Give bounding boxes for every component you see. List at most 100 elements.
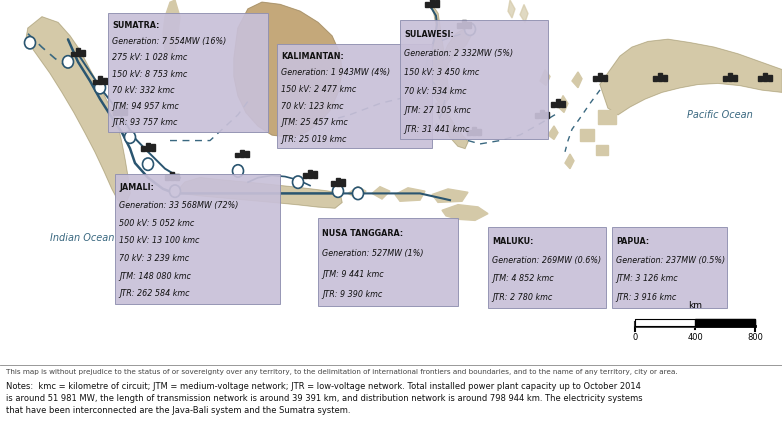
- Bar: [467, 130, 471, 135]
- Bar: [430, 0, 434, 7]
- Bar: [545, 112, 549, 118]
- Text: JTM: 9 441 kmc: JTM: 9 441 kmc: [322, 270, 384, 279]
- Bar: [165, 175, 169, 180]
- Polygon shape: [600, 39, 782, 115]
- Text: JTR: 25 019 kmc: JTR: 25 019 kmc: [281, 135, 346, 144]
- Bar: [467, 22, 471, 28]
- Text: MALUKU:: MALUKU:: [492, 237, 533, 246]
- Polygon shape: [565, 154, 574, 169]
- Bar: [472, 127, 476, 135]
- Text: that have been interconnected are the Java-Bali system and the Sumatra system.: that have been interconnected are the Ja…: [6, 406, 350, 415]
- Text: JTR: 262 584 kmc: JTR: 262 584 kmc: [119, 289, 189, 298]
- Text: JTM: 4 852 kmc: JTM: 4 852 kmc: [492, 274, 554, 283]
- Text: 150 kV: 13 100 kmc: 150 kV: 13 100 kmc: [119, 236, 199, 245]
- Text: 0: 0: [633, 333, 637, 342]
- Bar: [551, 102, 555, 107]
- Bar: [658, 73, 662, 81]
- Bar: [235, 153, 239, 157]
- Polygon shape: [548, 126, 558, 139]
- Circle shape: [142, 158, 153, 170]
- Bar: [423, 86, 427, 92]
- Polygon shape: [425, 4, 472, 103]
- Bar: [76, 48, 80, 56]
- Text: 500 kV: 5 052 kmc: 500 kV: 5 052 kmc: [119, 219, 194, 228]
- Bar: [653, 76, 657, 81]
- Text: 150 kV: 3 450 kmc: 150 kV: 3 450 kmc: [404, 68, 479, 77]
- Bar: [598, 73, 602, 81]
- Polygon shape: [432, 189, 468, 202]
- FancyBboxPatch shape: [612, 227, 727, 308]
- Circle shape: [95, 81, 106, 94]
- Text: JTM: 3 126 kmc: JTM: 3 126 kmc: [616, 274, 678, 283]
- Circle shape: [232, 165, 243, 177]
- Bar: [477, 129, 481, 135]
- Text: 70 kV: 3 239 kmc: 70 kV: 3 239 kmc: [119, 254, 189, 263]
- Bar: [113, 110, 117, 115]
- Polygon shape: [372, 187, 390, 199]
- Circle shape: [292, 176, 303, 188]
- Text: 400: 400: [687, 333, 703, 342]
- Circle shape: [124, 131, 135, 143]
- Bar: [763, 73, 767, 81]
- Text: JTR: 2 780 kmc: JTR: 2 780 kmc: [492, 293, 552, 302]
- Polygon shape: [598, 110, 616, 124]
- Text: JTR: 93 757 kmc: JTR: 93 757 kmc: [112, 118, 178, 127]
- Text: 70 kV: 123 kmc: 70 kV: 123 kmc: [281, 101, 343, 110]
- FancyBboxPatch shape: [277, 44, 432, 148]
- Bar: [561, 101, 565, 107]
- Bar: [535, 114, 539, 118]
- Text: KALIMANTAN:: KALIMANTAN:: [281, 52, 344, 61]
- Text: 70 kV: 332 kmc: 70 kV: 332 kmc: [112, 86, 174, 95]
- Bar: [303, 173, 307, 177]
- Text: Indian Ocean: Indian Ocean: [50, 233, 114, 243]
- Polygon shape: [596, 145, 608, 155]
- Polygon shape: [175, 177, 342, 208]
- Text: SUMATRA:: SUMATRA:: [112, 21, 160, 30]
- Bar: [733, 75, 737, 81]
- Bar: [175, 173, 179, 180]
- Bar: [435, 0, 439, 7]
- Circle shape: [465, 23, 475, 35]
- FancyBboxPatch shape: [108, 13, 268, 131]
- Text: 150 kV: 8 753 kmc: 150 kV: 8 753 kmc: [112, 70, 187, 79]
- Polygon shape: [635, 319, 695, 326]
- Text: Generation: 269MW (0.6%): Generation: 269MW (0.6%): [492, 256, 601, 265]
- Bar: [240, 150, 244, 157]
- FancyBboxPatch shape: [318, 218, 458, 306]
- Polygon shape: [395, 188, 425, 201]
- Polygon shape: [520, 4, 528, 22]
- Text: 70 kV: 534 kmc: 70 kV: 534 kmc: [404, 87, 467, 96]
- Text: This map is without prejudice to the status of or sovereignty over any territory: This map is without prejudice to the sta…: [6, 369, 678, 375]
- Bar: [768, 75, 772, 81]
- Bar: [123, 109, 127, 115]
- Polygon shape: [572, 72, 582, 88]
- Bar: [331, 181, 335, 186]
- Bar: [93, 80, 97, 84]
- Text: JTR: 9 390 kmc: JTR: 9 390 kmc: [322, 290, 382, 299]
- Text: JTM: 148 080 kmc: JTM: 148 080 kmc: [119, 272, 191, 281]
- Circle shape: [417, 84, 428, 96]
- Bar: [103, 78, 107, 84]
- Bar: [425, 2, 429, 7]
- Bar: [245, 151, 249, 157]
- Bar: [71, 51, 75, 56]
- Circle shape: [24, 37, 35, 49]
- Text: Generation: 33 568MW (72%): Generation: 33 568MW (72%): [119, 201, 239, 210]
- Text: 275 kV: 1 028 kmc: 275 kV: 1 028 kmc: [112, 54, 187, 63]
- Circle shape: [63, 56, 74, 68]
- Text: PAPUA:: PAPUA:: [616, 237, 649, 246]
- Bar: [663, 75, 667, 81]
- Text: JTR: 31 441 kmc: JTR: 31 441 kmc: [404, 125, 469, 134]
- Polygon shape: [412, 81, 428, 137]
- Bar: [151, 144, 155, 151]
- FancyBboxPatch shape: [488, 227, 606, 308]
- Text: JTM: 25 457 kmc: JTM: 25 457 kmc: [281, 118, 348, 127]
- Text: JTM: 27 105 kmc: JTM: 27 105 kmc: [404, 105, 471, 114]
- Bar: [308, 170, 312, 177]
- Polygon shape: [163, 0, 180, 56]
- Text: Generation: 1 943MW (4%): Generation: 1 943MW (4%): [281, 68, 390, 77]
- Bar: [418, 84, 422, 92]
- Bar: [313, 171, 317, 177]
- Bar: [603, 75, 607, 81]
- Bar: [556, 99, 560, 107]
